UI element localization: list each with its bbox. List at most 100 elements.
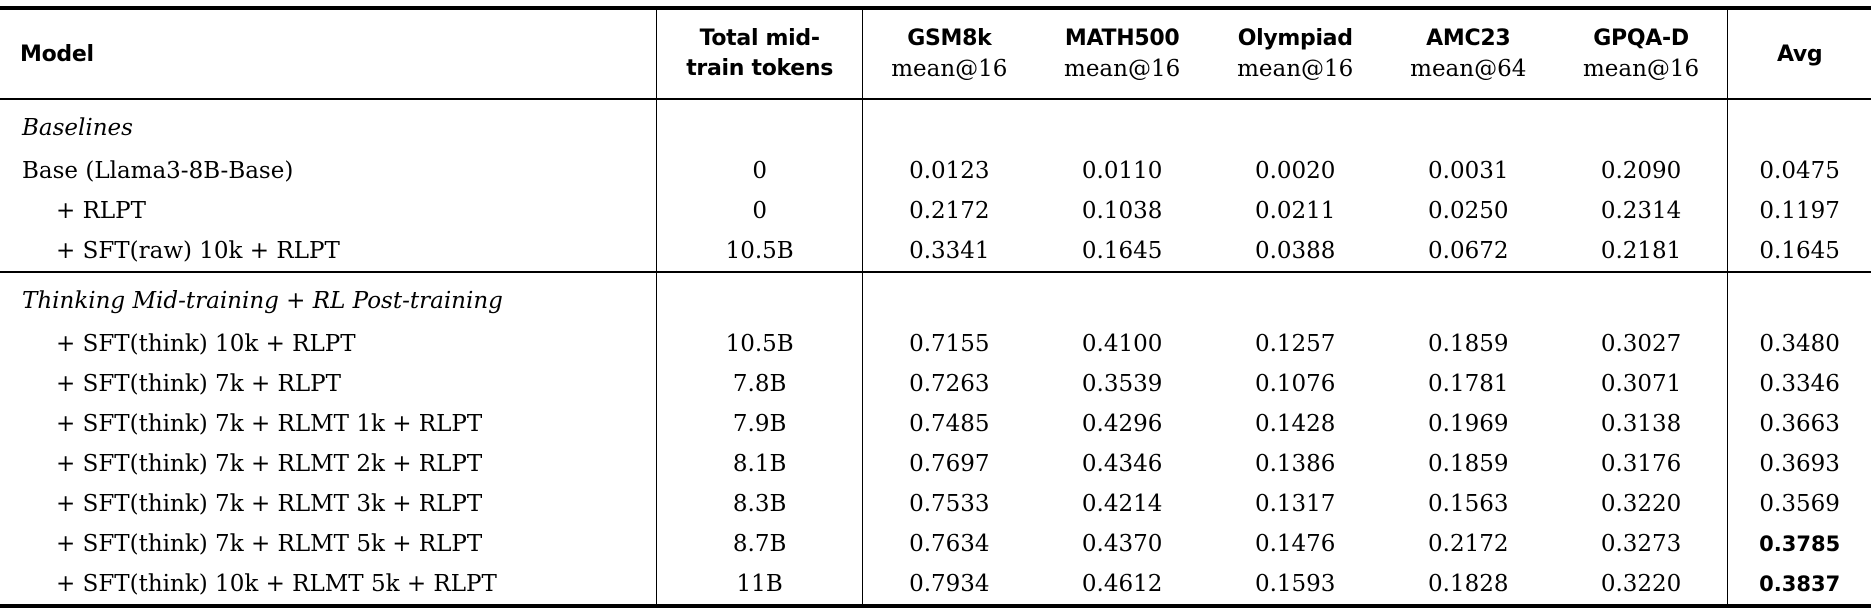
table-row: + SFT(think) 7k + RLMT 1k + RLPT 7.9B 0.74… — [0, 404, 1871, 444]
benchmark-name: MATH500 — [1064, 26, 1180, 51]
score-cell: 0.1969 — [1428, 411, 1509, 437]
score-cell: 0.1828 — [1428, 571, 1509, 597]
score-cell: 0.7934 — [909, 571, 990, 597]
benchmark-metric: mean@16 — [1582, 56, 1700, 82]
avg-cell: 0.3346 — [1727, 364, 1871, 404]
score-cell: 0.3176 — [1600, 451, 1682, 477]
score-cell: 0.0110 — [1081, 158, 1163, 184]
benchmark-name: Olympiad — [1237, 26, 1353, 51]
score-cell: 0.4214 — [1081, 491, 1163, 517]
score-cell: 0.7634 — [909, 531, 990, 557]
table-body: Baselines Base (Llama3-8B-Base) 0 0.0123 0.0… — [0, 99, 1871, 606]
model-cell: + SFT(think) 7k + RLPT — [0, 364, 658, 404]
avg-cell: 0.3785 — [1727, 524, 1871, 564]
score-cell: 0.0020 — [1254, 158, 1336, 184]
tokens-cell: 8.3B — [656, 484, 864, 524]
avg-cell: 0.0475 — [1727, 151, 1871, 191]
tokens-cell-empty — [656, 99, 864, 151]
benchmark-name: GPQA-D — [1593, 26, 1689, 51]
score-cell: 0.0250 — [1428, 198, 1509, 224]
table-header: Model Total mid- train tokens GSM8k mean… — [0, 8, 1871, 100]
benchmark-name: AMC23 — [1426, 26, 1511, 51]
benchmark-name: GSM8k — [907, 26, 992, 51]
score-cell: 0.7263 — [909, 371, 990, 397]
score-cell: 0.1428 — [1254, 411, 1336, 437]
score-cell: 0.1859 — [1428, 331, 1509, 357]
section-title-row: Thinking Mid-training + RL Post-training — [0, 271, 1871, 324]
score-cell: 0.3539 — [1081, 371, 1163, 397]
score-cell: 0.1593 — [1254, 571, 1336, 597]
tokens-cell: 7.9B — [656, 404, 864, 444]
score-cell: 0.1076 — [1254, 371, 1336, 397]
tokens-cell: 8.7B — [656, 524, 864, 564]
bench-cells-empty — [863, 99, 1728, 151]
col-header-tokens-line1: Total mid- — [699, 26, 820, 51]
score-cell: 0.3027 — [1600, 331, 1682, 357]
score-cell: 0.4100 — [1081, 331, 1163, 357]
results-table: Model Total mid- train tokens GSM8k mean… — [0, 6, 1871, 608]
table-row: + RLPT 0 0.2172 0.1038 0.0211 0.0250 0.2314 0.1… — [0, 191, 1871, 231]
col-header-math500: MATH500 mean@16 — [1035, 8, 1209, 100]
col-header-olympiad: Olympiad mean@16 — [1208, 8, 1382, 100]
table-row: + SFT(raw) 10k + RLPT 10.5B 0.3341 0.1645 0.… — [0, 231, 1871, 272]
score-cell: 0.3273 — [1600, 531, 1682, 557]
score-cell: 0.1563 — [1428, 491, 1509, 517]
score-cell: 0.1257 — [1254, 331, 1336, 357]
table-row: + SFT(think) 10k + RLMT 5k + RLPT 11B 0.79… — [0, 564, 1871, 606]
tokens-cell: 0 — [656, 191, 864, 231]
avg-cell: 0.3569 — [1727, 484, 1871, 524]
score-cell: 0.7155 — [909, 331, 990, 357]
table-row: + SFT(think) 7k + RLMT 3k + RLPT 8.3B 0.75… — [0, 484, 1871, 524]
score-cell: 0.1038 — [1081, 198, 1163, 224]
tokens-cell-empty — [656, 271, 864, 324]
benchmark-metric: mean@16 — [1237, 56, 1354, 82]
score-cell: 0.4346 — [1081, 451, 1163, 477]
table-row: + SFT(think) 7k + RLMT 2k + RLPT 8.1B 0.76… — [0, 444, 1871, 484]
score-cell: 0.1317 — [1254, 491, 1336, 517]
score-cell: 0.3071 — [1600, 371, 1682, 397]
tokens-cell: 10.5B — [656, 231, 864, 272]
score-cell: 0.2181 — [1600, 238, 1682, 264]
score-cell: 0.0123 — [909, 158, 990, 184]
score-cell: 0.0388 — [1254, 238, 1336, 264]
table-row: Base (Llama3-8B-Base) 0 0.0123 0.0110 0.0020… — [0, 151, 1871, 191]
table-row: + SFT(think) 7k + RLMT 5k + RLPT 8.7B 0.76… — [0, 524, 1871, 564]
avg-cell-empty — [1727, 99, 1871, 151]
benchmark-metric: mean@64 — [1410, 56, 1527, 82]
score-cell: 0.3220 — [1600, 571, 1682, 597]
tokens-cell: 7.8B — [656, 364, 864, 404]
avg-cell: 0.1197 — [1727, 191, 1871, 231]
col-header-tokens-line2: train tokens — [686, 56, 834, 81]
section-title-row: Baselines — [0, 99, 1871, 151]
bench-cells-empty — [862, 271, 1728, 324]
benchmark-metric: mean@16 — [1064, 56, 1181, 82]
score-cell: 0.4296 — [1081, 411, 1163, 437]
model-cell: + SFT(think) 7k + RLMT 3k + RLPT — [0, 484, 658, 524]
model-cell: + SFT(think) 7k + RLMT 2k + RLPT — [0, 444, 658, 484]
col-header-model: Model — [0, 8, 658, 100]
score-cell: 0.3341 — [909, 238, 990, 264]
benchmark-metric: mean@16 — [891, 56, 1008, 82]
avg-cell: 0.3693 — [1727, 444, 1871, 484]
score-cell: 0.2172 — [909, 198, 990, 224]
score-cell: 0.7485 — [909, 411, 990, 437]
avg-cell: 0.1645 — [1727, 231, 1871, 272]
score-cell: 0.1781 — [1428, 371, 1509, 397]
avg-cell: 0.3480 — [1727, 324, 1871, 364]
col-header-gpqa-d: GPQA-D mean@16 — [1554, 8, 1728, 100]
score-cell: 0.3220 — [1600, 491, 1682, 517]
score-cell: 0.2090 — [1600, 158, 1682, 184]
model-cell: + SFT(think) 10k + RLMT 5k + RLPT — [0, 564, 658, 606]
tokens-cell: 0 — [656, 151, 864, 191]
score-cell: 0.0211 — [1254, 198, 1336, 224]
table-row: + SFT(think) 7k + RLPT 7.8B 0.7263 0.3539 0.… — [0, 364, 1871, 404]
score-cell: 0.2314 — [1600, 198, 1682, 224]
model-cell: + SFT(think) 7k + RLMT 1k + RLPT — [0, 404, 658, 444]
score-cell: 0.3138 — [1600, 411, 1682, 437]
col-header-amc23: AMC23 mean@64 — [1381, 8, 1555, 100]
section-title: Thinking Mid-training + RL Post-training — [0, 271, 658, 324]
score-cell: 0.0031 — [1428, 158, 1509, 184]
score-cell: 0.0672 — [1428, 238, 1509, 264]
section-title: Baselines — [0, 99, 658, 151]
score-cell: 0.4612 — [1081, 571, 1163, 597]
